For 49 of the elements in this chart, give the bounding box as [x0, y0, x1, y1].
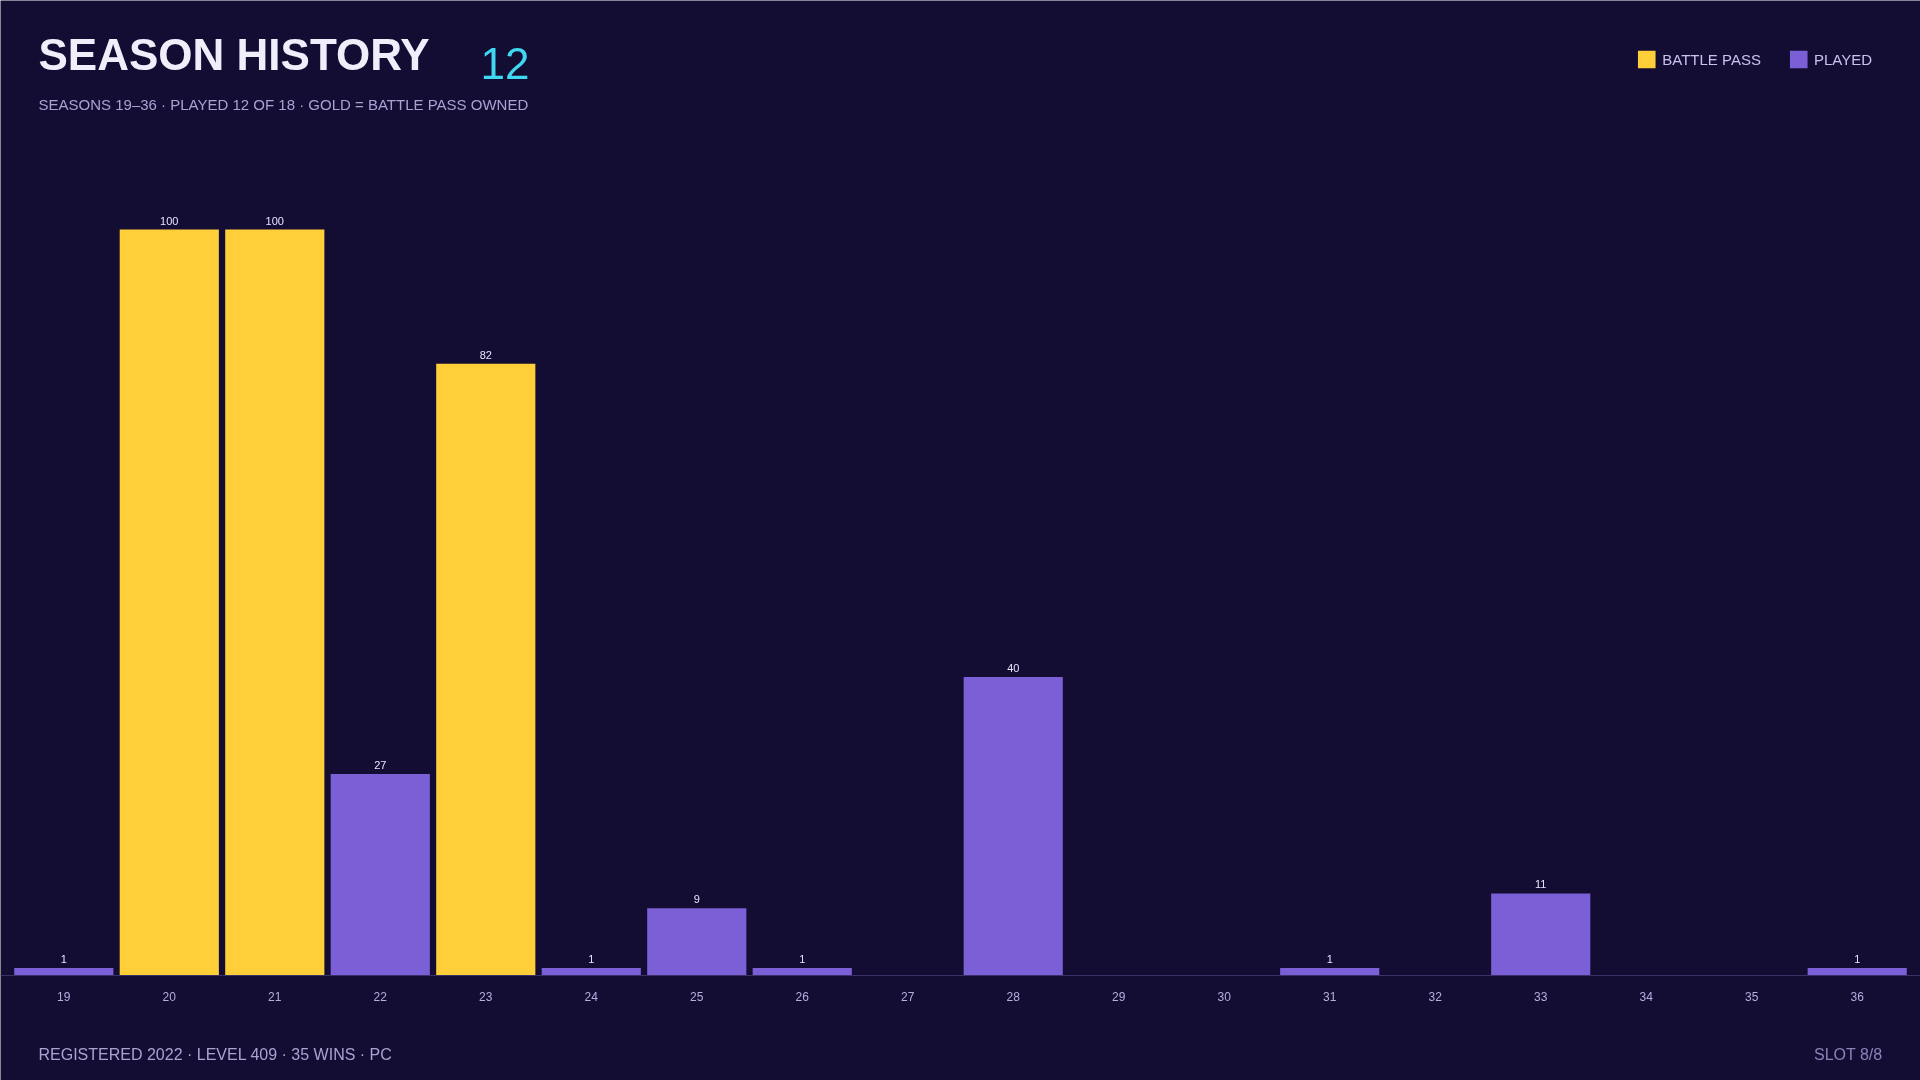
legend-label: PLAYED: [1813, 50, 1872, 68]
x-tick-label: 26: [795, 989, 810, 1004]
x-tick-label: 22: [373, 989, 388, 1004]
text: SLOT 8/8: [1814, 1045, 1883, 1063]
chart-title: SEASON HISTORY: [38, 29, 430, 79]
data-label: 27: [374, 759, 387, 772]
x-tick-label: 33: [1534, 989, 1548, 1004]
chart-subtitle: SEASONS 19–36 · PLAYED 12 OF 18 · GOLD = BATTLE PASS OWNED: [38, 95, 529, 113]
x-tick-label: 36: [1850, 989, 1865, 1004]
data-label: 9: [693, 893, 700, 906]
x-tick-label: 34: [1639, 989, 1654, 1004]
x-tick-label: 31: [1323, 989, 1337, 1004]
x-tick-label: 21: [268, 989, 282, 1004]
bar: [1491, 893, 1591, 976]
x-tick-label: 23: [479, 989, 493, 1004]
bar: [436, 363, 536, 976]
data-label: 82: [479, 348, 492, 361]
bar: [752, 968, 852, 976]
data-label: 1: [60, 953, 67, 966]
text: 12: [480, 38, 530, 88]
x-tick-label: 25: [690, 989, 704, 1004]
data-label: 40: [1007, 662, 1020, 675]
data-label: 100: [160, 214, 179, 227]
bar: [647, 908, 747, 976]
x-tick-label: 20: [162, 989, 177, 1004]
bar: [225, 229, 325, 976]
bar: [330, 774, 430, 976]
legend-label: BATTLE PASS: [1662, 50, 1761, 68]
x-tick-label: 28: [1006, 989, 1021, 1004]
x-tick-label: 32: [1428, 989, 1443, 1004]
data-label: 1: [588, 953, 595, 966]
x-tick-label: 27: [901, 989, 915, 1004]
bar: [1807, 968, 1907, 976]
bar: [119, 229, 219, 976]
data-label: 1: [799, 953, 806, 966]
data-label: 1: [1854, 953, 1861, 966]
data-label: 100: [265, 214, 284, 227]
bar: [541, 968, 641, 976]
data-label: 11: [1535, 878, 1547, 891]
bar: [14, 968, 114, 976]
bar: [963, 677, 1063, 976]
x-tick-label: 24: [584, 989, 599, 1004]
x-tick-label: 19: [57, 989, 71, 1004]
data-label: 1: [1326, 953, 1333, 966]
x-tick-label: 30: [1217, 989, 1232, 1004]
x-tick-label: 35: [1745, 989, 1759, 1004]
bar: [1280, 968, 1380, 976]
x-tick-label: 29: [1112, 989, 1126, 1004]
text: REGISTERED 2022 · LEVEL 409 · 35 WINS · PC: [38, 1045, 392, 1063]
